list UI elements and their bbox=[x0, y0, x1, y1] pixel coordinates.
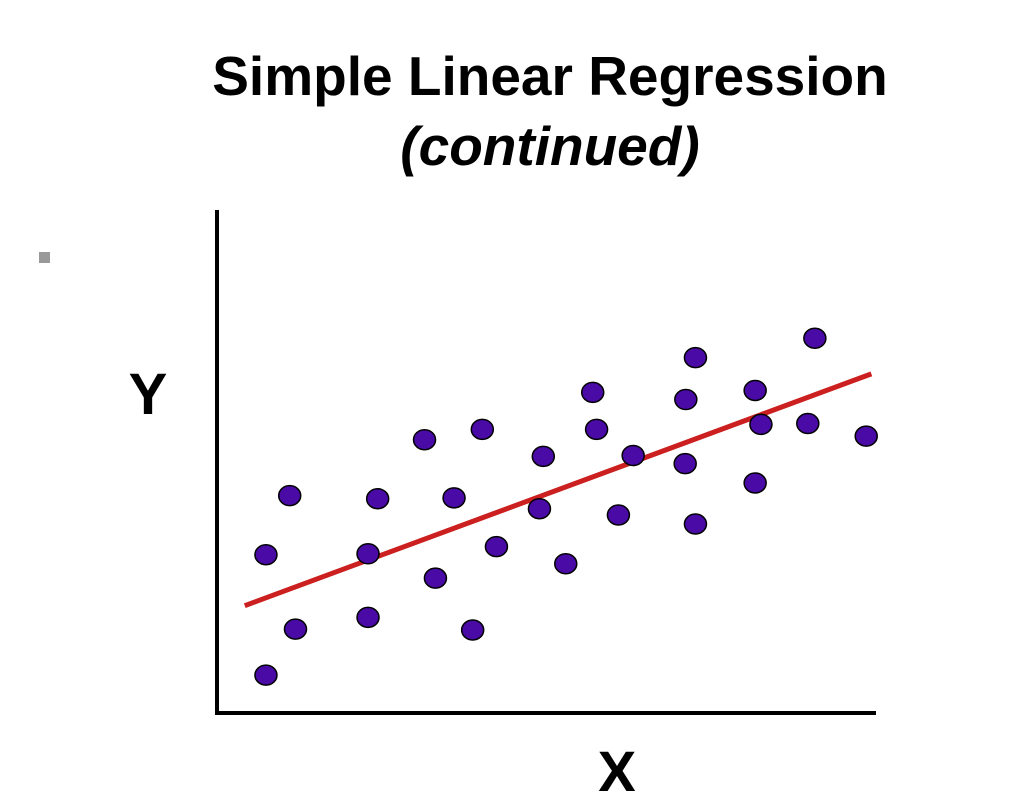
data-point bbox=[621, 444, 645, 467]
regression-line bbox=[243, 371, 873, 609]
data-point bbox=[854, 425, 878, 447]
data-point bbox=[254, 543, 278, 566]
data-point bbox=[442, 487, 466, 509]
data-point bbox=[674, 388, 698, 411]
data-point bbox=[484, 535, 509, 558]
data-point bbox=[356, 543, 380, 565]
data-point bbox=[283, 618, 308, 640]
data-point bbox=[470, 418, 495, 441]
data-point bbox=[412, 428, 437, 451]
data-point bbox=[803, 327, 827, 349]
data-point bbox=[749, 413, 773, 436]
data-point bbox=[683, 346, 708, 369]
data-point bbox=[531, 445, 556, 468]
data-point bbox=[527, 497, 552, 520]
data-point bbox=[683, 513, 708, 535]
data-point bbox=[365, 488, 390, 510]
data-point bbox=[554, 552, 578, 575]
data-point bbox=[584, 418, 609, 441]
data-point bbox=[423, 567, 448, 589]
data-point bbox=[743, 472, 767, 494]
data-point bbox=[254, 664, 278, 686]
slide-title: Simple Linear Regression bbox=[212, 45, 888, 107]
data-point bbox=[796, 412, 820, 435]
data-point bbox=[673, 452, 697, 475]
slide-subtitle: (continued) bbox=[400, 115, 700, 177]
y-axis-label: Y bbox=[129, 362, 168, 427]
points-layer bbox=[254, 327, 878, 686]
bullet-marker bbox=[39, 252, 50, 263]
regression-layer bbox=[243, 371, 873, 609]
data-point bbox=[277, 484, 302, 507]
data-point bbox=[743, 379, 767, 402]
data-point bbox=[356, 606, 380, 629]
x-axis-label: X bbox=[598, 740, 637, 791]
data-point bbox=[580, 381, 605, 404]
data-point bbox=[606, 504, 631, 526]
data-point bbox=[460, 619, 485, 641]
